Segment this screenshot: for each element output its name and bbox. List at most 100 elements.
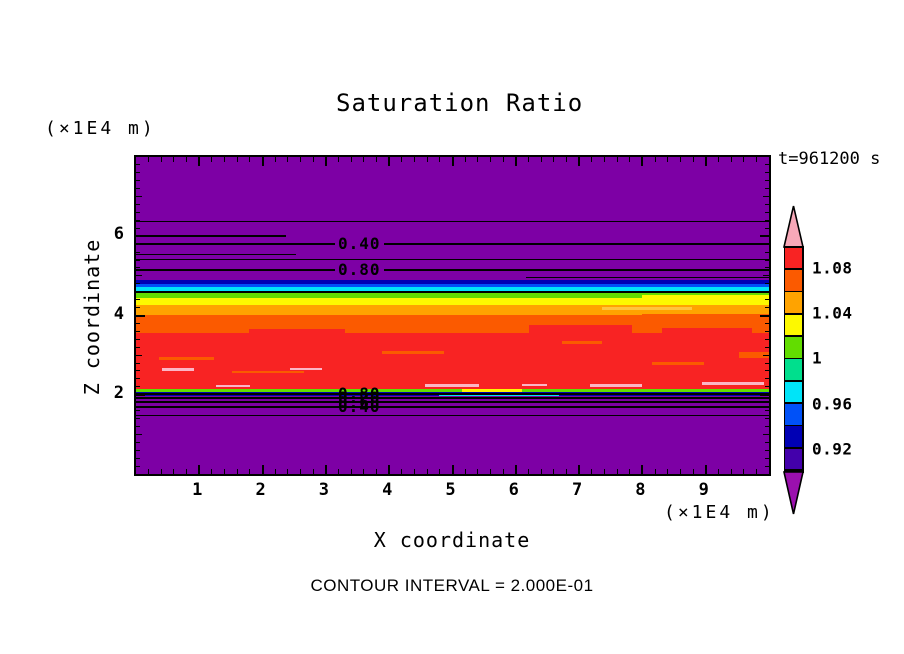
x-tick: [755, 157, 757, 162]
x-tick: [173, 469, 175, 474]
x-tick: [376, 157, 378, 162]
x-tick: [514, 157, 517, 166]
y-tick: [136, 211, 140, 213]
y-tick: [765, 425, 769, 427]
x-tick: [338, 469, 340, 474]
x-tick: [439, 157, 441, 162]
y-tick: [136, 386, 140, 388]
y-tick: [136, 307, 140, 309]
colorbar-cell: [785, 269, 802, 291]
colorbar-cell: [785, 359, 802, 381]
arrow-down-icon: [782, 471, 805, 515]
x-tick-label: 7: [571, 480, 583, 500]
contour-label: 0.80: [335, 261, 384, 277]
x-tick: [236, 157, 238, 162]
x-tick: [565, 157, 567, 162]
colorbar-label: 1: [812, 348, 823, 368]
contour-band: [136, 293, 769, 298]
contour-streak: [462, 388, 522, 392]
x-tick: [704, 157, 707, 166]
contour-streak: [652, 362, 704, 365]
colorbar-cell: [785, 403, 802, 425]
colorbar-label: 0.96: [812, 394, 853, 413]
x-tick: [198, 157, 201, 166]
contour-streak: [159, 357, 214, 360]
x-tick: [502, 469, 504, 474]
x-tick: [743, 157, 745, 162]
x-tick: [451, 465, 454, 474]
y-tick: [136, 418, 140, 420]
y-tick: [765, 418, 769, 420]
x-tick: [489, 157, 491, 162]
y-tick: [765, 259, 769, 261]
x-tick: [363, 157, 365, 162]
x-tick: [274, 157, 276, 162]
x-tick: [363, 469, 365, 474]
x-tick: [261, 465, 264, 474]
contour-streak: [290, 367, 322, 370]
x-tick: [477, 157, 479, 162]
x-tick: [667, 469, 669, 474]
y-tick: [136, 251, 140, 253]
contour-streak: [662, 328, 752, 333]
x-tick: [249, 469, 251, 474]
x-tick: [565, 469, 567, 474]
y-tick: [136, 465, 140, 467]
contour-streak: [702, 381, 764, 385]
x-tick: [350, 157, 352, 162]
x-tick: [388, 465, 391, 474]
y-tick-label: 6: [113, 224, 124, 245]
y-tick: [136, 370, 140, 372]
contour-streak: [590, 384, 642, 387]
y-tick: [765, 211, 769, 213]
x-tick: [527, 469, 529, 474]
y-tick: [136, 291, 140, 293]
y-tick: [136, 433, 142, 435]
x-tick: [616, 469, 618, 474]
y-tick: [136, 267, 140, 269]
contour-line: [136, 254, 296, 255]
x-tick: [312, 469, 314, 474]
x-tick: [477, 469, 479, 474]
x-tick: [629, 469, 631, 474]
x-tick: [641, 157, 644, 166]
x-tick: [224, 469, 226, 474]
colorbar-label: 0.92: [812, 439, 853, 459]
colorbar-label: 1.08: [812, 258, 853, 278]
y-tick: [765, 441, 769, 443]
contour-streak: [232, 370, 304, 373]
contour-band: [136, 388, 769, 392]
x-tick: [224, 157, 226, 162]
y-tick: [765, 322, 769, 324]
y-tick: [765, 410, 769, 412]
contour-line: [136, 243, 769, 245]
x-tick: [451, 157, 454, 166]
y-tick: [136, 204, 140, 206]
x-tick: [629, 157, 631, 162]
y-tick: [765, 386, 769, 388]
contour-line: [136, 291, 769, 293]
y-tick: [136, 425, 140, 427]
contour-band: [136, 284, 769, 287]
y-tick: [136, 219, 140, 221]
x-tick: [464, 469, 466, 474]
y-tick: [763, 275, 769, 277]
x-tick-label: 4: [382, 480, 393, 500]
x-tick: [464, 157, 466, 162]
y-tick-label: 2: [113, 382, 124, 403]
y-tick: [765, 457, 769, 459]
x-tick: [376, 469, 378, 474]
x-tick: [679, 157, 681, 162]
y-tick: [765, 346, 769, 348]
x-tick: [414, 469, 416, 474]
plot-area: 0.40 0.80 0.80 0.20 0.60 0.40: [134, 155, 771, 476]
x-tick: [654, 157, 656, 162]
contour-label: 0.60: [338, 392, 381, 412]
x-tick: [426, 469, 428, 474]
y-tick: [765, 362, 769, 364]
contour-interval-note: CONTOUR INTERVAL = 2.000E-01: [310, 576, 594, 595]
x-tick-label: 6: [508, 480, 519, 500]
contour-streak: [642, 314, 769, 318]
x-tick: [211, 469, 213, 474]
x-tick: [236, 469, 238, 474]
